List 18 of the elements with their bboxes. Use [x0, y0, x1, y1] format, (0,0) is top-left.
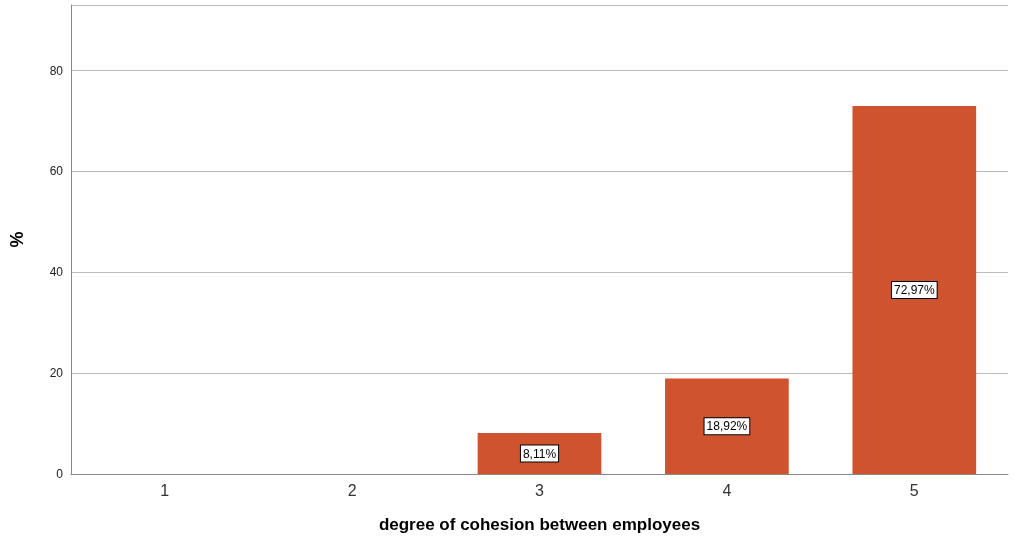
bar — [665, 378, 789, 474]
bar — [852, 106, 977, 474]
bar — [477, 433, 602, 474]
data-label: 18,92% — [706, 419, 748, 434]
y-tick-label: 20 — [49, 366, 64, 381]
x-tick-label: 2 — [347, 481, 357, 499]
data-label: 72,97% — [893, 283, 935, 298]
y-axis-title: % — [7, 231, 27, 248]
y-tick-label: 0 — [56, 467, 64, 481]
x-tick-label: 4 — [722, 481, 732, 499]
x-tick-label: 5 — [909, 481, 919, 499]
y-tick-label: 80 — [49, 63, 64, 78]
x-tick-label: 1 — [160, 481, 170, 499]
x-tick-label: 3 — [535, 481, 545, 499]
x-axis-title: degree of cohesion between employees — [378, 515, 701, 534]
y-tick-label: 40 — [49, 265, 64, 280]
data-label: 8,11% — [522, 446, 557, 461]
y-tick-label: 60 — [49, 164, 64, 179]
